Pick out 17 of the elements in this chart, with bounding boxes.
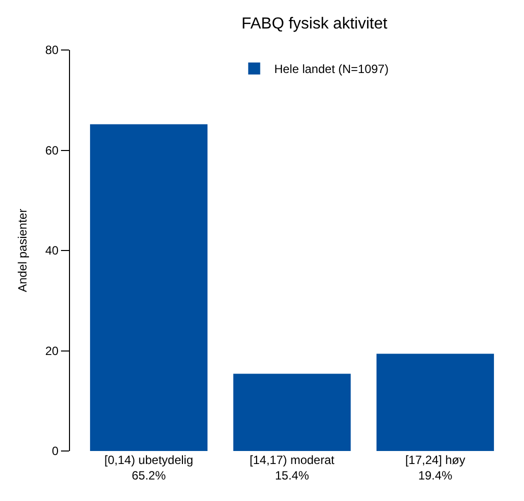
y-tick-label: 80 (45, 43, 59, 58)
y-tick-label: 20 (45, 344, 59, 358)
y-tick-label: 0 (52, 444, 59, 458)
bar (376, 354, 494, 451)
bar (233, 374, 351, 451)
data-label: 19.4% (418, 468, 453, 483)
x-tick-label: [14,17) moderat (250, 453, 336, 467)
y-tick-label: 40 (45, 244, 59, 258)
data-label: 15.4% (274, 468, 310, 483)
legend-label: Hele landet (N=1097) (274, 62, 389, 76)
data-label: 65.2% (132, 468, 166, 483)
bar (90, 124, 208, 451)
y-axis-title: Andel pasienter (16, 208, 30, 292)
chart-title: FABQ fysisk aktivitet (241, 16, 388, 33)
y-tick-label: 60 (45, 143, 59, 158)
x-tick-label: [0,14) ubetydelig (104, 453, 194, 467)
x-tick-label: [17,24] høy (405, 453, 466, 467)
